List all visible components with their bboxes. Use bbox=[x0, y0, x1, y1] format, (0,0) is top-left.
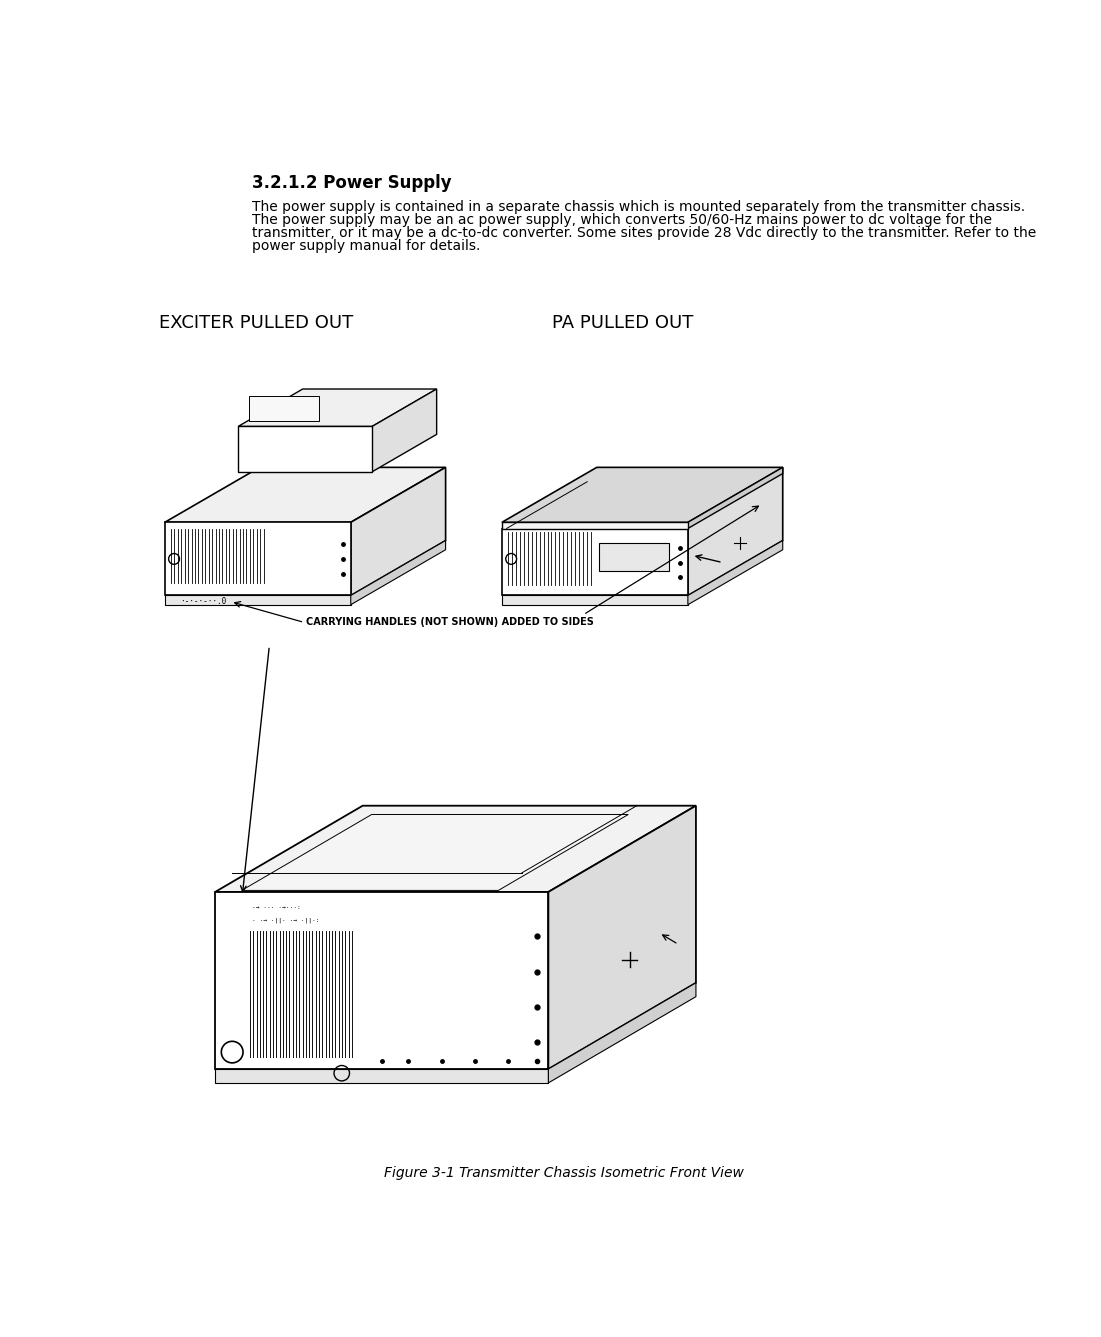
Text: The power supply is contained in a separate chassis which is mounted separately : The power supply is contained in a separ… bbox=[252, 201, 1025, 214]
Polygon shape bbox=[688, 468, 783, 595]
Polygon shape bbox=[215, 806, 696, 892]
Text: The power supply may be an ac power supply, which converts 50/60-Hz mains power : The power supply may be an ac power supp… bbox=[252, 213, 992, 227]
Text: ·-·-·-··.0: ·-·-·-··.0 bbox=[181, 598, 227, 606]
Polygon shape bbox=[165, 468, 446, 523]
Polygon shape bbox=[165, 523, 351, 595]
Text: PA PULLED OUT: PA PULLED OUT bbox=[553, 314, 694, 333]
Polygon shape bbox=[242, 814, 629, 890]
Polygon shape bbox=[351, 540, 446, 604]
Polygon shape bbox=[215, 1070, 548, 1083]
Text: EXCITER PULLED OUT: EXCITER PULLED OUT bbox=[160, 314, 353, 333]
Text: 3.2.1.2 Power Supply: 3.2.1.2 Power Supply bbox=[252, 174, 451, 193]
Polygon shape bbox=[502, 528, 688, 595]
Text: CARRYING HANDLES (NOT SHOWN) ADDED TO SIDES: CARRYING HANDLES (NOT SHOWN) ADDED TO SI… bbox=[306, 618, 593, 627]
Polygon shape bbox=[502, 595, 688, 604]
Polygon shape bbox=[548, 806, 696, 1070]
Polygon shape bbox=[502, 523, 688, 528]
Polygon shape bbox=[548, 983, 696, 1083]
Polygon shape bbox=[215, 892, 548, 1070]
Polygon shape bbox=[599, 543, 669, 571]
Polygon shape bbox=[688, 540, 783, 604]
Text: · ·→ ·||· ·→ ·||·:: · ·→ ·||· ·→ ·||·: bbox=[252, 917, 319, 923]
Polygon shape bbox=[502, 468, 783, 523]
Text: transmitter, or it may be a dc-to-dc converter. Some sites provide 28 Vdc direct: transmitter, or it may be a dc-to-dc con… bbox=[252, 226, 1036, 239]
Polygon shape bbox=[165, 595, 351, 604]
Polygon shape bbox=[238, 389, 437, 427]
Text: ·→ ··· ·→···:: ·→ ··· ·→···: bbox=[252, 905, 301, 910]
Polygon shape bbox=[238, 427, 372, 472]
Text: power supply manual for details.: power supply manual for details. bbox=[252, 238, 481, 253]
Polygon shape bbox=[372, 389, 437, 472]
Polygon shape bbox=[506, 540, 771, 591]
Polygon shape bbox=[688, 468, 783, 528]
Text: Figure 3-1 Transmitter Chassis Isometric Front View: Figure 3-1 Transmitter Chassis Isometric… bbox=[384, 1166, 744, 1181]
Polygon shape bbox=[351, 468, 446, 595]
Polygon shape bbox=[249, 396, 318, 421]
